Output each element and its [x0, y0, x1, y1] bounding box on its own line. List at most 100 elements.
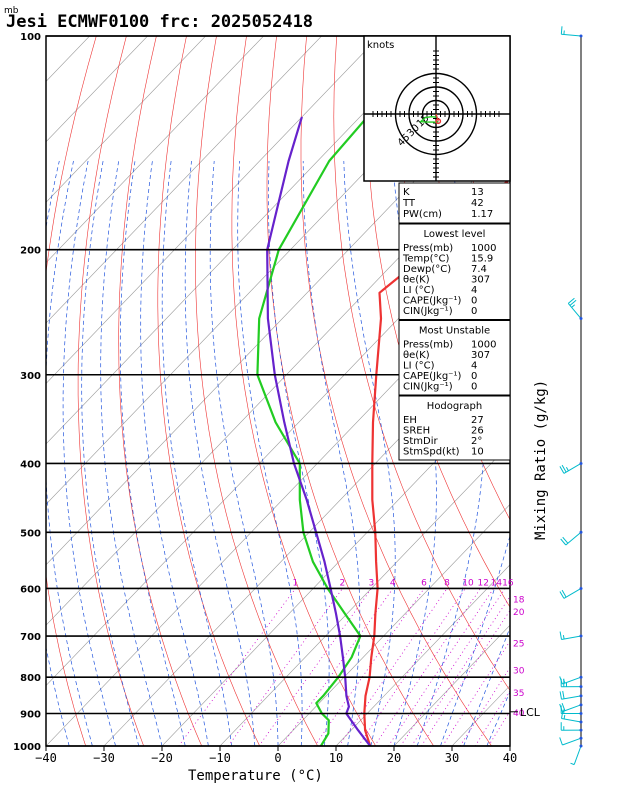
pressure-tick-label: 600: [20, 585, 41, 596]
moist-adiabat-line: [209, 160, 279, 746]
wind-barb-half-flag: [562, 635, 565, 640]
mixing-ratio-line: [474, 689, 510, 746]
mixing-ratio-line: [411, 595, 510, 746]
wind-barb-dot: [579, 712, 583, 716]
x-tick-label: 0: [274, 751, 281, 765]
mixing-ratio-label: 10: [462, 579, 474, 589]
hodograph-table-row-value: 26: [471, 426, 484, 437]
hodograph-table-header: Hodograph: [427, 401, 482, 412]
mixing-ratio-label: 6: [421, 579, 427, 589]
y-axis-label: Mixing Ratio (g/kg): [533, 380, 549, 540]
wind-barb-flag: [559, 591, 565, 599]
mixing-ratio-label: 1: [293, 579, 299, 589]
mixing-ratio-label: 8: [444, 579, 450, 589]
wind-barb-staff: [563, 463, 582, 474]
mixing-ratio-label: 20: [513, 608, 525, 618]
parcel-profile-line: [266, 116, 372, 746]
wind-barb-dot: [579, 461, 583, 465]
pressure-tick-label: 100: [20, 32, 41, 43]
hodograph-table-box: [398, 395, 511, 461]
lowest-level-box: [398, 223, 511, 320]
index-row-value: 13: [471, 187, 484, 198]
lowest-level-row-label: LI (°C): [403, 285, 435, 296]
chart-title: Jesi ECMWF0100 frc: 2025052418: [6, 12, 313, 32]
most-unstable-box: [398, 320, 511, 396]
isotherm-line: [393, 624, 510, 746]
hodograph-table-row-label: EH: [403, 415, 417, 426]
lowest-level-row-label: Dewp(°C): [403, 264, 451, 275]
most-unstable-row-value: 307: [471, 350, 490, 361]
x-tick-label: −30: [93, 751, 115, 765]
lowest-level-row-value: 7.4: [471, 264, 487, 275]
wind-barb-dot: [579, 34, 583, 38]
hodograph-table-row-value: 10: [471, 447, 484, 458]
wind-barb-flag: [561, 589, 567, 598]
most-unstable-row-label: CIN(Jkg⁻¹): [403, 382, 453, 393]
hodograph-table-row-label: StmDir: [403, 436, 438, 447]
wind-barb-staff: [567, 303, 582, 319]
wind-barb-flag: [559, 466, 565, 474]
moist-adiabat-line: [509, 745, 510, 746]
hodograph-table-row-label: SREH: [403, 426, 430, 437]
most-unstable-row-value: 0: [471, 371, 477, 382]
isotherm-line: [46, 141, 510, 626]
wind-barb-staff: [561, 635, 582, 640]
mixing-ratio-label: 4: [390, 579, 396, 589]
wind-barb-dot: [579, 720, 583, 724]
lowest-level-row-value: 0: [471, 306, 477, 317]
lcl-marker: LCL: [510, 706, 541, 719]
mixing-ratio-label: 2: [340, 579, 346, 589]
index-row-label: TT: [402, 198, 416, 209]
skew-t-background-lines: [46, 20, 618, 761]
isotherm-line: [46, 262, 510, 746]
most-unstable-row-label: θe(K): [403, 350, 430, 361]
mixing-ratio-label: 14: [491, 579, 503, 589]
x-tick-label: 30: [445, 751, 459, 765]
storm-motion-vector: [435, 113, 439, 122]
isotherm-line: [46, 36, 381, 384]
x-tick-label: −40: [35, 751, 57, 765]
lowest-level-header: Lowest level: [424, 229, 486, 240]
moist-adiabat-line: [62, 160, 116, 746]
dry-adiabat-line: [195, 36, 319, 746]
wind-barb-dot: [579, 744, 583, 748]
isotherm-line: [46, 36, 265, 264]
isotherm-line: [46, 36, 207, 203]
mixing-ratio-label: 25: [513, 640, 524, 650]
moist-adiabat-line: [268, 160, 330, 746]
x-tick-label: 20: [387, 751, 401, 765]
dry-adiabat-line: [231, 36, 377, 746]
x-axis-label: Temperature (°C): [188, 768, 323, 784]
isotherm-line: [554, 20, 618, 761]
lowest-level-row-value: 1000: [471, 243, 496, 254]
mixing-ratio-line: [488, 710, 510, 746]
moist-adiabat-line: [184, 160, 256, 746]
wind-barb-flag: [561, 464, 567, 473]
x-tick-label: 10: [329, 751, 343, 765]
wind-barb-half-flag: [570, 762, 575, 766]
storm-motion-marker: [435, 118, 442, 125]
wind-barb-staff: [563, 588, 582, 599]
wind-barb-flag: [559, 737, 563, 746]
lowest-level-row-label: Temp(°C): [402, 254, 450, 265]
mixing-ratio-label: 12: [478, 579, 489, 589]
moist-adiabat-line: [119, 160, 186, 746]
wind-barb-staff: [561, 695, 582, 700]
hodograph-table-row-value: 2°: [471, 436, 482, 447]
dry-adiabat-line: [77, 36, 145, 746]
wind-barb-half-flag: [563, 714, 566, 720]
isotherm-line: [46, 36, 91, 82]
dry-adiabat-line: [577, 36, 618, 761]
lowest-level-row-label: Press(mb): [403, 243, 453, 254]
pressure-tick-label: 200: [20, 246, 41, 257]
hodograph-unit-label: knots: [367, 40, 394, 51]
index-row-value: 1.17: [471, 209, 493, 220]
pressure-tick-label: 400: [20, 460, 41, 471]
mixing-ratio-label: 40: [513, 709, 525, 719]
mixing-ratio-label: 30: [513, 666, 525, 676]
pressure-tick-label: 800: [20, 673, 41, 684]
wind-barb-staff: [562, 737, 582, 746]
wind-barb-half-flag: [563, 679, 566, 684]
wind-barb-flag: [559, 703, 563, 712]
